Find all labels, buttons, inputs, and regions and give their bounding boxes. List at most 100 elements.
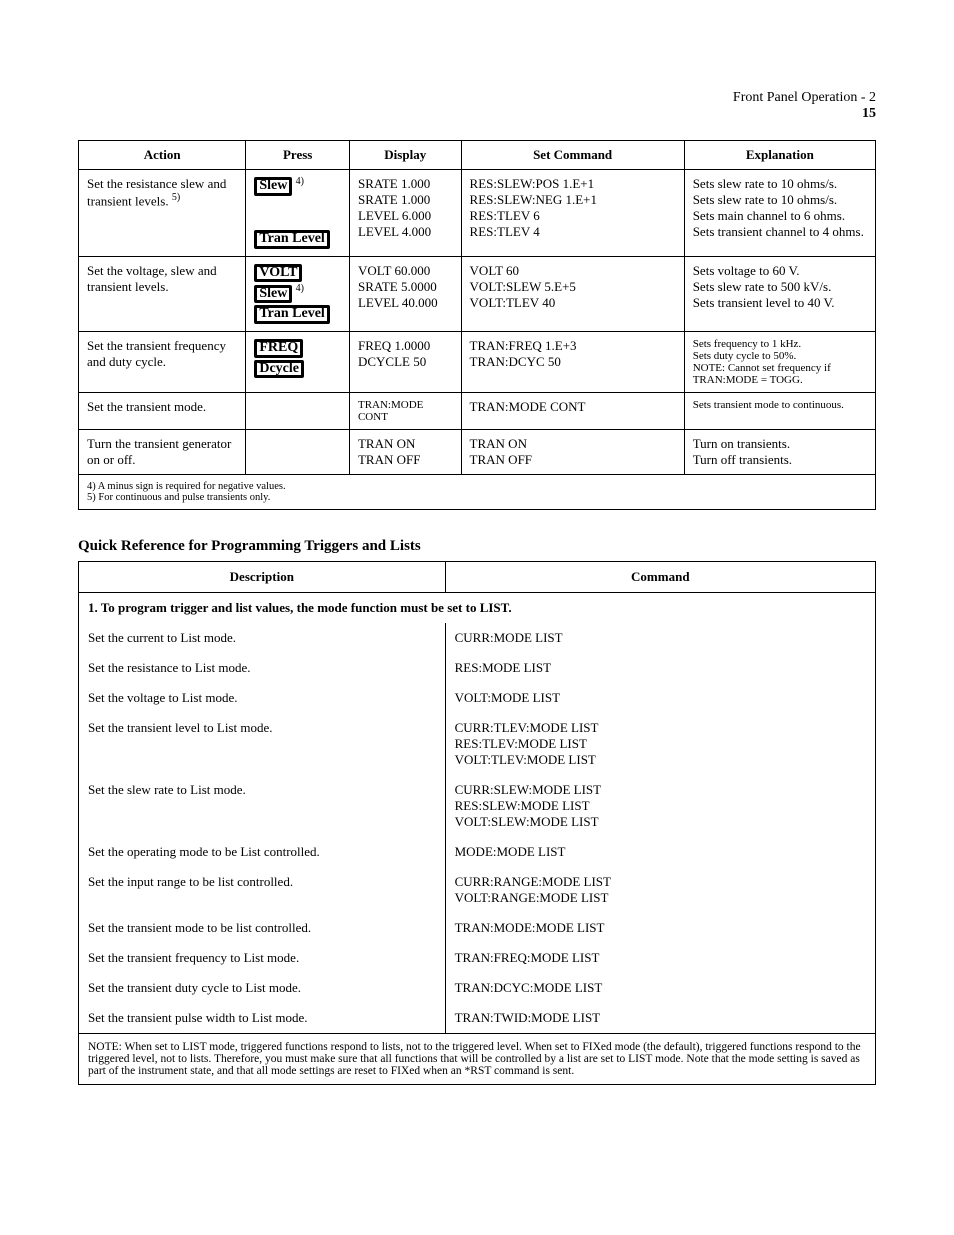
display-line: VOLT 60.000 bbox=[358, 263, 453, 279]
display-line: TRAN OFF bbox=[358, 452, 453, 468]
set-line: TRAN ON bbox=[470, 436, 676, 452]
explain-line: Sets main channel to 6 ohms. bbox=[693, 208, 867, 224]
page-number: 15 bbox=[862, 106, 876, 121]
display-line: LEVEL 6.000 bbox=[358, 208, 453, 224]
keys-cell bbox=[246, 393, 350, 430]
desc-cell: Set the transient level to List mode. bbox=[79, 713, 446, 775]
desc-cell: Set the slew rate to List mode. bbox=[79, 775, 446, 837]
explain-line: Sets duty cycle to 50%. bbox=[693, 350, 867, 362]
quickref-table: Description Command 1. To program trigge… bbox=[78, 561, 876, 1085]
set-line: VOLT:TLEV 40 bbox=[470, 295, 676, 311]
action-cell: Set the transient mode. bbox=[79, 393, 246, 430]
explain-line: Turn on transients. bbox=[693, 436, 867, 452]
set-line: RES:SLEW:POS 1.E+1 bbox=[470, 176, 676, 192]
action-cell: Turn the transient generator on or off. bbox=[79, 430, 246, 475]
set-line: RES:SLEW:NEG 1.E+1 bbox=[470, 192, 676, 208]
cmd-cell: TRAN:TWID:MODE LIST bbox=[445, 1003, 875, 1034]
display-line: SRATE 1.000 bbox=[358, 176, 453, 192]
explain-line: Sets slew rate to 500 kV/s. bbox=[693, 279, 867, 295]
explain-line: Sets transient channel to 4 ohms. bbox=[693, 224, 867, 240]
explain-cell: Sets transient mode to continuous. bbox=[684, 393, 875, 430]
set-cell: VOLT 60 VOLT:SLEW 5.E+5 VOLT:TLEV 40 bbox=[461, 256, 684, 331]
cmd-cell: CURR:SLEW:MODE LIST RES:SLEW:MODE LIST V… bbox=[445, 775, 875, 837]
col-display: Display bbox=[349, 141, 461, 170]
display-line: TRAN ON bbox=[358, 436, 453, 452]
table-row: Set the voltage, slew and transient leve… bbox=[79, 256, 876, 331]
cmd-cell: TRAN:FREQ:MODE LIST bbox=[445, 943, 875, 973]
table-row: Set the operating mode to be List contro… bbox=[79, 837, 876, 867]
cmd-cell: MODE:MODE LIST bbox=[445, 837, 875, 867]
display-cell: VOLT 60.000 SRATE 5.0000 LEVEL 40.000 bbox=[349, 256, 461, 331]
display-line: SRATE 5.0000 bbox=[358, 279, 453, 295]
set-line: RES:TLEV 6 bbox=[470, 208, 676, 224]
set-line: VOLT 60 bbox=[470, 263, 676, 279]
freq-key: FREQ bbox=[254, 339, 303, 358]
table-header-row: Description Command bbox=[79, 562, 876, 593]
table2-title: Quick Reference for Programming Triggers… bbox=[78, 538, 876, 555]
table-row: Set the voltage to List mode. VOLT:MODE … bbox=[79, 683, 876, 713]
keys-cell: VOLT Slew 4) Tran Level bbox=[246, 256, 350, 331]
table-row: Set the transient mode to be list contro… bbox=[79, 913, 876, 943]
cmd-cell: VOLT:MODE LIST bbox=[445, 683, 875, 713]
action-cell: Set the transient frequency and duty cyc… bbox=[79, 332, 246, 393]
col-press: Press bbox=[246, 141, 350, 170]
set-cell: RES:SLEW:POS 1.E+1 RES:SLEW:NEG 1.E+1 RE… bbox=[461, 170, 684, 257]
col-action: Action bbox=[79, 141, 246, 170]
dcycle-key: Dcycle bbox=[254, 360, 304, 379]
explain-line: Turn off transients. bbox=[693, 452, 867, 468]
table-row: Set the transient pulse width to List mo… bbox=[79, 1003, 876, 1034]
keys-cell: Slew 4) Tran Level bbox=[246, 170, 350, 257]
desc-cell: Set the transient frequency to List mode… bbox=[79, 943, 446, 973]
footnote-ref: 4) bbox=[296, 176, 304, 187]
table-row: Set the transient mode. TRAN:MODE CONT T… bbox=[79, 393, 876, 430]
display-cell: SRATE 1.000 SRATE 1.000 LEVEL 6.000 LEVE… bbox=[349, 170, 461, 257]
col-explain: Explanation bbox=[684, 141, 875, 170]
action-cell: Set the voltage, slew and transient leve… bbox=[79, 256, 246, 331]
desc-cell: Set the transient duty cycle to List mod… bbox=[79, 973, 446, 1003]
footnote-row: 4) A minus sign is required for negative… bbox=[79, 475, 876, 510]
col-description: Description bbox=[79, 562, 446, 593]
table-row: Turn the transient generator on or off. … bbox=[79, 430, 876, 475]
col-command: Command bbox=[445, 562, 875, 593]
header-section: Front Panel Operation - 2 bbox=[733, 90, 876, 105]
set-line: VOLT:SLEW 5.E+5 bbox=[470, 279, 676, 295]
section-row: 1. To program trigger and list values, t… bbox=[79, 593, 876, 624]
explain-cell: Sets slew rate to 10 ohms/s. Sets slew r… bbox=[684, 170, 875, 257]
explain-line: Sets frequency to 1 kHz. bbox=[693, 338, 867, 350]
tran-level-key: Tran Level bbox=[254, 305, 329, 324]
table-row: Set the resistance slew and transient le… bbox=[79, 170, 876, 257]
display-line: LEVEL 4.000 bbox=[358, 224, 453, 240]
explain-cell: Sets frequency to 1 kHz. Sets duty cycle… bbox=[684, 332, 875, 393]
set-line: TRAN:FREQ 1.E+3 bbox=[470, 338, 676, 354]
explain-line: Sets slew rate to 10 ohms/s. bbox=[693, 192, 867, 208]
display-line: FREQ 1.0000 bbox=[358, 338, 453, 354]
slew-key: Slew bbox=[254, 285, 292, 304]
table-row: Set the transient frequency and duty cyc… bbox=[79, 332, 876, 393]
action-cell: Set the resistance slew and transient le… bbox=[79, 170, 246, 257]
table-row: Set the current to List mode. CURR:MODE … bbox=[79, 623, 876, 653]
volt-key: VOLT bbox=[254, 264, 302, 283]
explain-line: Sets transient level to 40 V. bbox=[693, 295, 867, 311]
footnote: 4) A minus sign is required for negative… bbox=[87, 481, 867, 492]
slew-key: Slew bbox=[254, 177, 292, 196]
set-cell: TRAN ON TRAN OFF bbox=[461, 430, 684, 475]
cmd-cell: CURR:TLEV:MODE LIST RES:TLEV:MODE LIST V… bbox=[445, 713, 875, 775]
page: Front Panel Operation - 2 15 Action Pres… bbox=[0, 0, 954, 1145]
keys-cell bbox=[246, 430, 350, 475]
tran-level-key: Tran Level bbox=[254, 230, 329, 249]
cmd-cell: CURR:MODE LIST bbox=[445, 623, 875, 653]
table-header-row: Action Press Display Set Command Explana… bbox=[79, 141, 876, 170]
explain-line: Sets voltage to 60 V. bbox=[693, 263, 867, 279]
desc-cell: Set the operating mode to be List contro… bbox=[79, 837, 446, 867]
table-row: Set the transient frequency to List mode… bbox=[79, 943, 876, 973]
keys-cell: FREQ Dcycle bbox=[246, 332, 350, 393]
footnotes-cell: 4) A minus sign is required for negative… bbox=[79, 475, 876, 510]
cmd-cell: RES:MODE LIST bbox=[445, 653, 875, 683]
display-cell: TRAN ON TRAN OFF bbox=[349, 430, 461, 475]
display-line: DCYCLE 50 bbox=[358, 354, 453, 370]
display-cell: FREQ 1.0000 DCYCLE 50 bbox=[349, 332, 461, 393]
table-row: Set the slew rate to List mode. CURR:SLE… bbox=[79, 775, 876, 837]
page-header: Front Panel Operation - 2 15 bbox=[78, 90, 876, 122]
explain-line: NOTE: Cannot set frequency if TRAN:MODE … bbox=[693, 362, 867, 386]
set-cell: TRAN:MODE CONT bbox=[461, 393, 684, 430]
